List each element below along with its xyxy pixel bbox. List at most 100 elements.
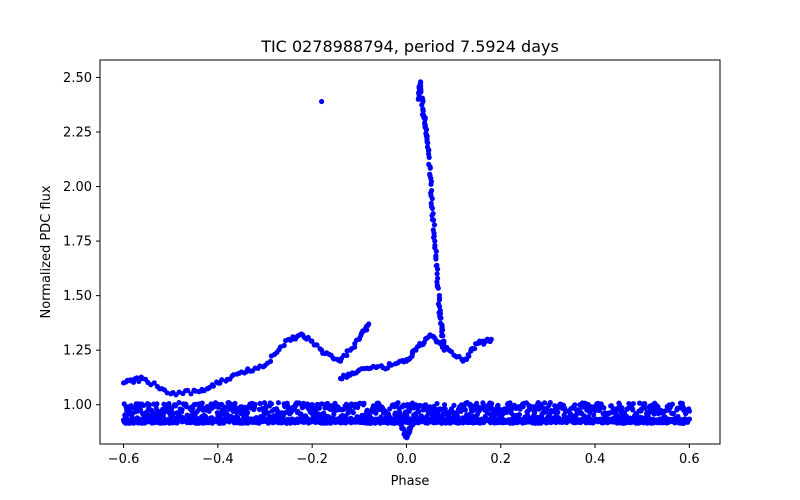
data-point-dense-lower-band [596,407,603,413]
data-point-variability-arc-2 [388,362,394,368]
data-point-dense-lower-band [154,401,160,407]
data-point-dense-lower-band [669,401,676,407]
x-tick-label: 0.2 [490,452,511,467]
data-point-flare [432,238,438,244]
data-point-dense-lower-band [406,408,412,414]
data-point-dense-lower-band [361,400,367,406]
data-point-flare [433,248,439,254]
data-point-dense-lower-band [173,403,179,409]
data-point-dense-lower-band [601,405,607,411]
data-point-dense-lower-band [686,408,693,414]
data-point-dense-lower-band [441,402,448,408]
data-point-outlier [319,98,325,105]
data-point-variability-arc-2 [466,353,472,359]
data-point-flare [435,266,441,272]
data-point-flare [428,181,434,187]
data-point-variability-arc-1 [305,334,311,341]
data-point-flare [427,165,433,171]
data-point-dense-lower-band [547,400,553,406]
data-point-flare [430,217,437,223]
data-point-flare [429,196,435,202]
y-axis: 1.00 1.25 1.50 1.75 2.00 2.25 2.50 [63,71,100,413]
data-point-dense-lower-band [404,413,410,419]
data-point-dense-lower-band [252,401,258,407]
data-point-dense-lower-band [319,401,325,407]
data-point-dense-lower-band [591,412,597,418]
data-point-dense-lower-band [179,407,185,413]
data-point-dense-lower-band [417,402,423,409]
data-point-dense-lower-band [542,400,548,406]
data-point-dense-lower-band [355,404,361,410]
data-point-variability-arc-1 [309,338,315,344]
data-point-dense-lower-band [642,405,648,411]
data-point-dense-lower-band [630,401,636,407]
data-point-dense-lower-band [228,401,234,407]
data-point-variability-arc-1 [314,342,320,348]
y-tick-label: 1.25 [63,344,92,359]
data-point-dense-lower-band [350,410,356,416]
data-point-flare [433,256,439,262]
x-tick-label: −0.4 [202,452,234,467]
data-point-dense-lower-band [619,405,625,411]
y-tick-label: 1.00 [63,398,92,413]
data-point-flare [425,140,431,146]
data-point-dense-lower-band [442,406,448,412]
data-point-flare [426,154,432,160]
data-point-flare [436,303,443,310]
x-tick-label: 0.0 [396,452,417,467]
data-point-dense-lower-band [462,407,468,413]
data-point-dense-lower-band [183,404,190,410]
y-tick-label: 1.75 [63,235,92,250]
data-point-dense-lower-band [451,402,457,408]
data-point-dense-lower-band [646,410,652,416]
data-point-flare [418,89,424,95]
data-point-dense-lower-band [170,410,176,416]
y-axis-label: Normalized PDC flux [39,185,54,318]
data-points [121,79,693,441]
data-point-dense-lower-band [509,406,515,412]
data-point-flare [431,222,438,228]
data-point-flare [440,333,446,339]
data-point-dense-lower-band [516,412,523,418]
data-point-dense-lower-band [642,401,648,407]
y-tick-label: 2.00 [63,180,92,195]
chart-title: TIC 0278988794, period 7.5924 days [260,37,559,56]
data-point-variability-arc-1 [281,342,287,349]
y-tick-label: 2.50 [63,71,92,86]
data-point-dense-lower-band [257,400,263,407]
y-tick-label: 2.25 [63,126,92,141]
data-point-dense-lower-band [455,413,461,420]
data-point-dense-lower-band [199,400,205,406]
data-point-variability-arc-1 [188,391,194,397]
data-point-dense-lower-band [572,402,578,408]
x-axis: −0.6 −0.4 −0.2 0.0 0.2 0.4 0.6 [108,444,700,467]
data-point-flare [438,315,444,321]
y-tick-label: 1.50 [63,289,92,304]
data-point-flare [435,285,441,291]
x-axis-label: Phase [391,474,430,489]
data-point-eclipse-dip [411,417,417,423]
data-point-lower-band-2 [686,416,693,422]
data-point-dense-lower-band [630,407,636,413]
plot-frame [99,59,721,445]
data-point-variability-arc-2 [472,346,478,352]
data-point-eclipse-dip [413,410,419,417]
data-point-variability-arc-1 [344,352,350,359]
data-point-dense-lower-band [531,410,538,416]
data-point-dense-lower-band [146,402,152,408]
data-point-variability-arc-2 [488,336,494,342]
data-point-variability-arc-1 [136,378,142,384]
data-point-flare [419,102,425,108]
data-point-dense-lower-band [268,401,275,407]
data-point-dense-lower-band [611,406,617,412]
data-point-dense-lower-band [671,410,677,417]
data-point-dense-lower-band [555,409,561,415]
data-point-dense-lower-band [206,408,212,414]
data-point-variability-arc-2 [385,365,391,371]
data-point-flare [429,213,435,219]
x-tick-label: −0.2 [296,452,328,467]
data-point-dense-lower-band [144,412,150,418]
data-point-dense-lower-band [232,400,238,407]
data-point-flare [429,205,435,211]
data-point-variability-arc-1 [267,358,274,364]
